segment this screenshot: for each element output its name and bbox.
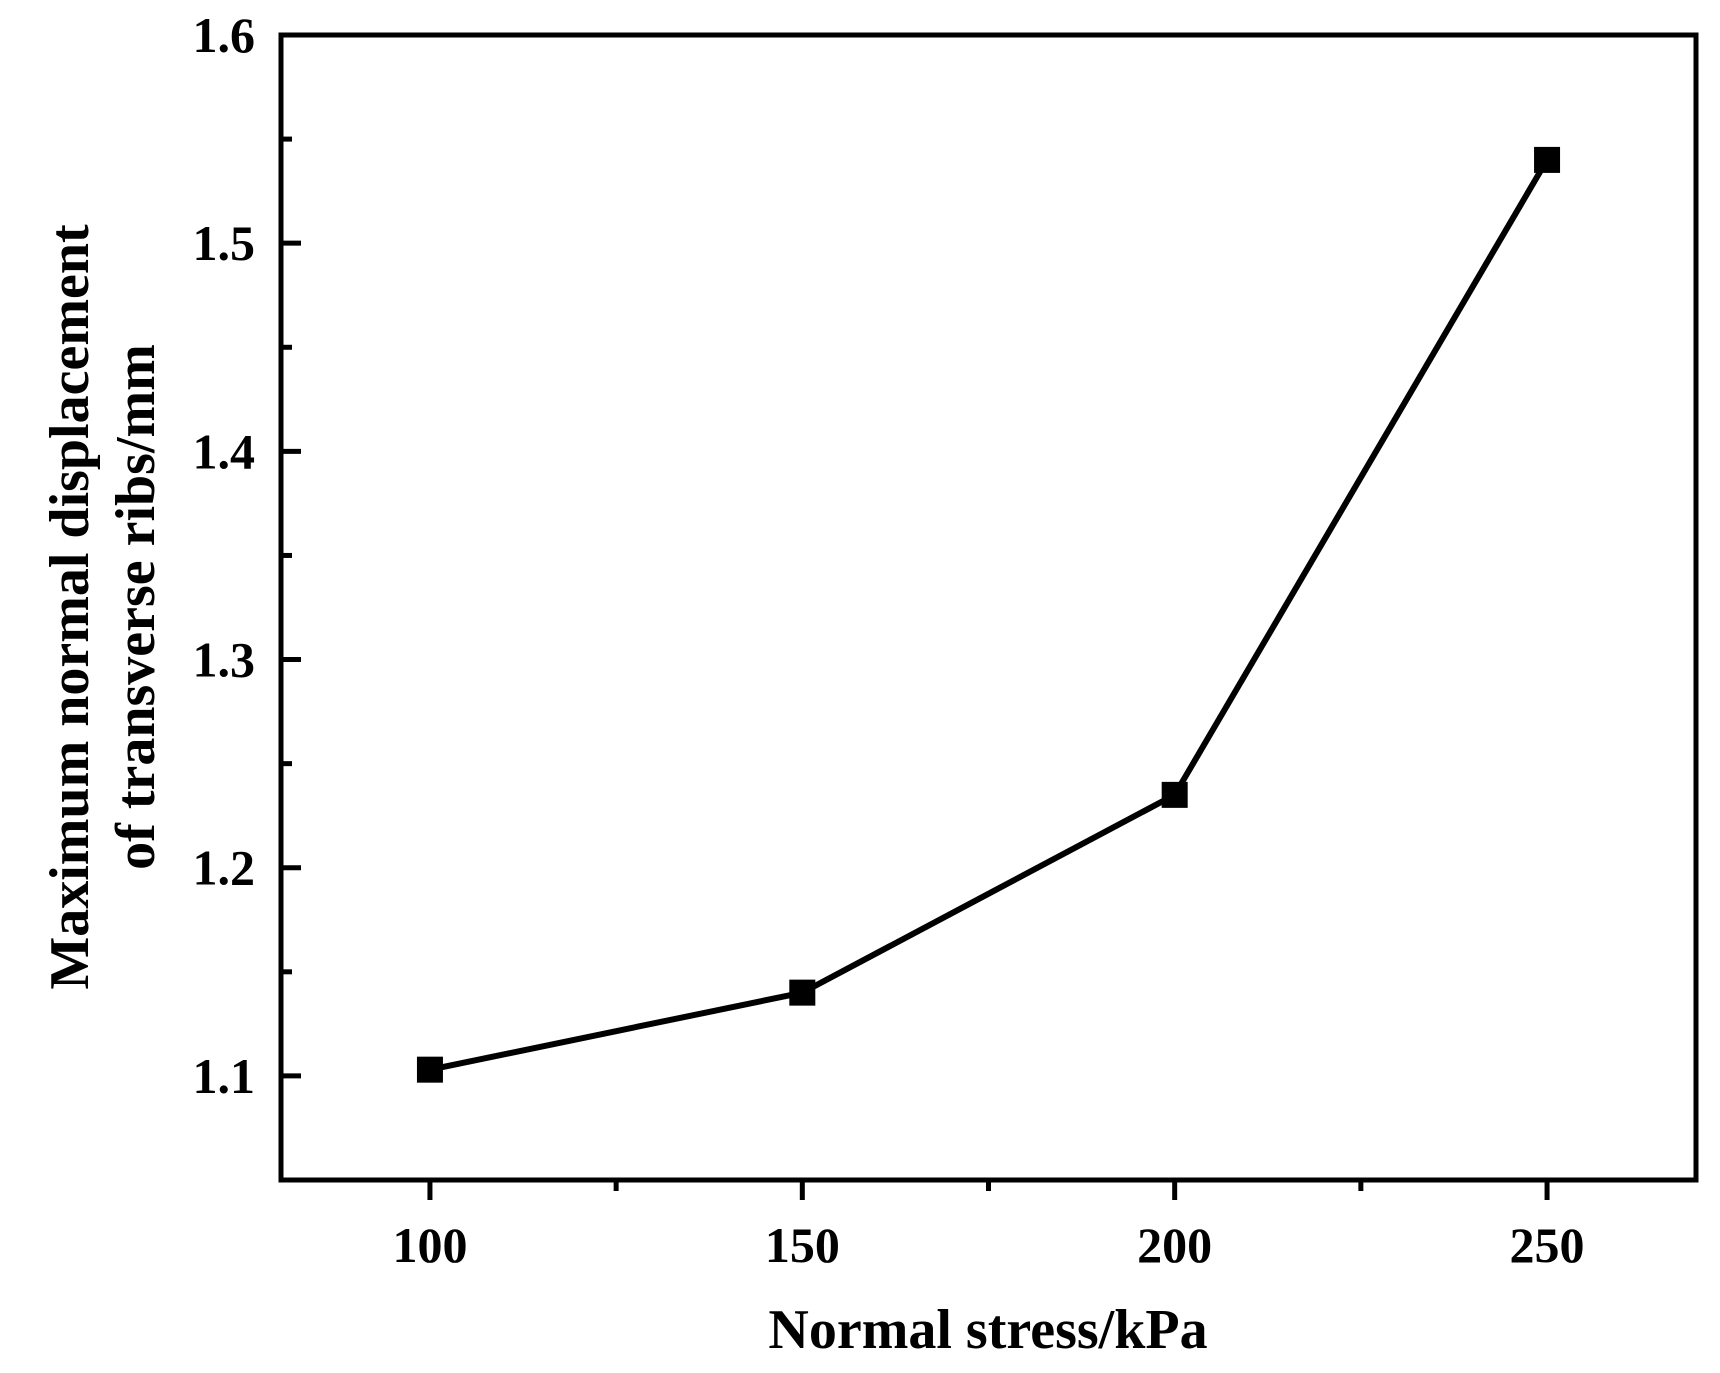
series-line-segment [1172, 158, 1550, 797]
x-tick-label: 150 [765, 1217, 840, 1273]
y-tick-label: 1.6 [193, 7, 256, 63]
series-lines [429, 158, 1550, 1073]
y-axis-tick-labels: 1.1 1.2 1.3 1.4 1.5 1.6 [193, 7, 256, 1104]
series-markers [416, 146, 1561, 1083]
x-tick-label: 100 [392, 1217, 467, 1273]
data-point-marker [1534, 146, 1561, 173]
x-tick-label: 250 [1510, 1217, 1585, 1273]
y-axis-title-line-2: of transverse ribs/mm [105, 344, 167, 870]
y-tick-label: 1.1 [193, 1048, 256, 1104]
x-axis-tick-labels: 100 150 200 250 [392, 1217, 1584, 1273]
data-point-marker [416, 1056, 443, 1083]
y-axis-title-line-1: Maximum normal displacement [39, 224, 101, 990]
series-line-segment [800, 792, 1177, 996]
y-axis-title: Maximum normal displacement of transvers… [39, 224, 167, 990]
series-line-segment [429, 989, 803, 1073]
data-point-marker [789, 979, 816, 1006]
plot-frame [278, 32, 1699, 1183]
data-point-marker [1161, 781, 1188, 808]
x-axis-ticks [427, 1180, 1550, 1200]
x-tick-label: 200 [1137, 1217, 1212, 1273]
y-axis-ticks [281, 32, 301, 1079]
y-tick-label: 1.5 [193, 215, 256, 271]
y-tick-label: 1.4 [193, 423, 256, 479]
y-tick-label: 1.3 [193, 632, 256, 688]
x-axis-title: Normal stress/kPa [768, 1299, 1207, 1361]
y-tick-label: 1.2 [193, 840, 256, 896]
